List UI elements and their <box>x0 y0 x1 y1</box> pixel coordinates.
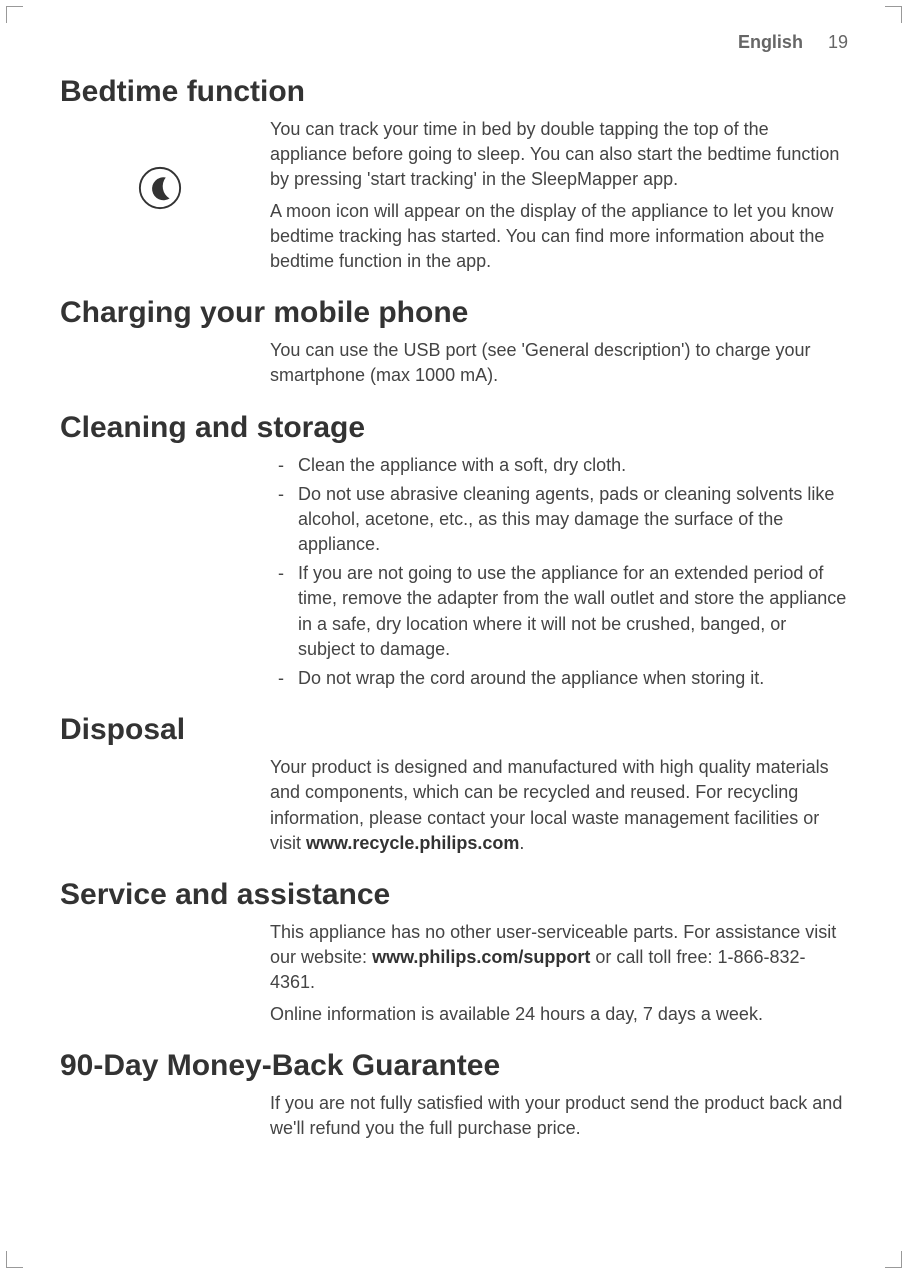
section-service: Service and assistance This appliance ha… <box>60 878 848 1027</box>
list-item: If you are not going to use the applianc… <box>270 561 848 662</box>
page-number: 19 <box>828 32 848 52</box>
language-label: English <box>738 32 803 52</box>
list-item: Do not use abrasive cleaning agents, pad… <box>270 482 848 558</box>
content-bedtime: You can track your time in bed by double… <box>270 117 848 274</box>
cleaning-list: Clean the appliance with a soft, dry clo… <box>270 453 848 692</box>
crop-mark <box>6 6 23 23</box>
heading-service: Service and assistance <box>60 878 848 912</box>
content-service: This appliance has no other user-service… <box>270 920 848 1027</box>
page: English 19 Bedtime function You can trac… <box>0 0 908 1187</box>
paragraph: A moon icon will appear on the display o… <box>270 199 848 275</box>
section-charging: Charging your mobile phone You can use t… <box>60 296 848 388</box>
section-guarantee: 90-Day Money-Back Guarantee If you are n… <box>60 1049 848 1141</box>
crop-mark <box>885 6 902 23</box>
heading-charging: Charging your mobile phone <box>60 296 848 330</box>
paragraph: You can track your time in bed by double… <box>270 117 848 193</box>
heading-bedtime: Bedtime function <box>60 75 848 109</box>
list-item: Clean the appliance with a soft, dry clo… <box>270 453 848 478</box>
paragraph: Online information is available 24 hours… <box>270 1002 848 1027</box>
heading-guarantee: 90-Day Money-Back Guarantee <box>60 1049 848 1083</box>
content-cleaning: Clean the appliance with a soft, dry clo… <box>270 453 848 692</box>
crop-mark <box>6 1251 23 1268</box>
moon-icon <box>130 165 190 216</box>
paragraph: This appliance has no other user-service… <box>270 920 848 996</box>
section-disposal: Disposal Your product is designed and ma… <box>60 713 848 856</box>
list-item: Do not wrap the cord around the applianc… <box>270 666 848 691</box>
url-bold: www.philips.com/support <box>372 947 590 967</box>
heading-cleaning: Cleaning and storage <box>60 411 848 445</box>
paragraph: If you are not fully satisfied with your… <box>270 1091 848 1141</box>
text: . <box>519 833 524 853</box>
url-bold: www.recycle.philips.com <box>306 833 519 853</box>
crop-mark <box>885 1251 902 1268</box>
paragraph: You can use the USB port (see 'General d… <box>270 338 848 388</box>
heading-disposal: Disposal <box>60 713 848 747</box>
page-header: English 19 <box>60 32 848 53</box>
content-charging: You can use the USB port (see 'General d… <box>270 338 848 388</box>
content-guarantee: If you are not fully satisfied with your… <box>270 1091 848 1141</box>
section-cleaning: Cleaning and storage Clean the appliance… <box>60 411 848 692</box>
section-bedtime: Bedtime function You can track your time… <box>60 75 848 274</box>
content-disposal: Your product is designed and manufacture… <box>270 755 848 856</box>
paragraph: Your product is designed and manufacture… <box>270 755 848 856</box>
